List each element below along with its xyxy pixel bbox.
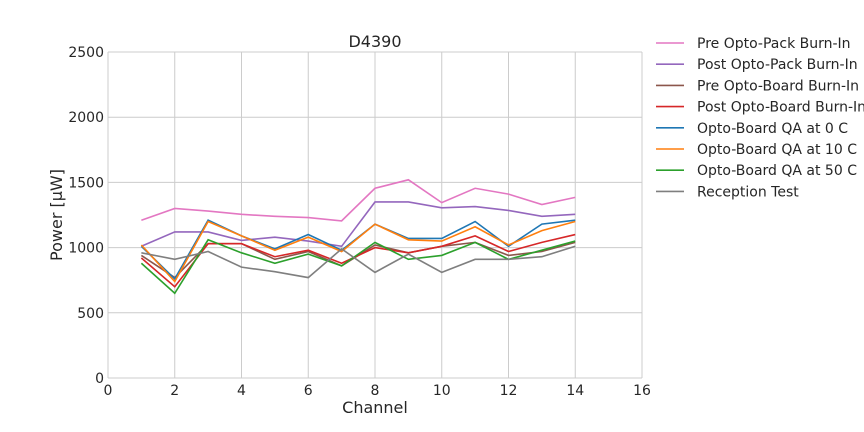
x-tick-label: 0 (104, 383, 113, 399)
series-line-opto-board-qa-at-10-c (140, 220, 576, 283)
legend-entry: Reception Test (697, 184, 799, 200)
series-line-post-opto-board-burn-in (140, 233, 576, 288)
x-tick-label: 8 (371, 383, 380, 399)
series-line-post-opto-pack-burn-in (141, 201, 576, 248)
chart-title: D4390 (348, 32, 401, 51)
legend-entry: Opto-Board QA at 0 C (697, 121, 848, 137)
y-tick-label: 500 (77, 306, 104, 322)
legend-entry: Opto-Board QA at 10 C (697, 142, 857, 158)
series-line-reception-test (141, 245, 576, 279)
legend-entry: Pre Opto-Pack Burn-In (697, 36, 851, 52)
x-tick-label: 14 (566, 383, 584, 399)
legend-entry: Opto-Board QA at 50 C (697, 163, 857, 179)
y-tick-label: 1000 (68, 241, 104, 257)
series-line-pre-opto-pack-burn-in (141, 178, 576, 222)
y-tick-label: 0 (95, 371, 104, 387)
legend-entry: Pre Opto-Board Burn-In (697, 78, 859, 94)
x-tick-label: 2 (170, 383, 179, 399)
series-line-opto-board-qa-at-0-c (140, 219, 576, 281)
legend-entry: Post Opto-Pack Burn-In (697, 57, 858, 73)
x-tick-label: 10 (433, 383, 451, 399)
y-tick-label: 2000 (68, 110, 104, 126)
y-axis-label: Power [µW] (47, 169, 66, 261)
x-tick-label: 12 (500, 383, 518, 399)
series-line-opto-board-qa-at-50-c (140, 238, 576, 295)
legend-entry: Post Opto-Board Burn-In (697, 100, 864, 116)
x-axis-label: Channel (342, 398, 408, 417)
x-tick-label: 16 (633, 383, 651, 399)
x-tick-label: 6 (304, 383, 313, 399)
x-tick-label: 4 (237, 383, 246, 399)
y-tick-label: 2500 (68, 45, 104, 61)
y-tick-label: 1500 (68, 175, 104, 191)
